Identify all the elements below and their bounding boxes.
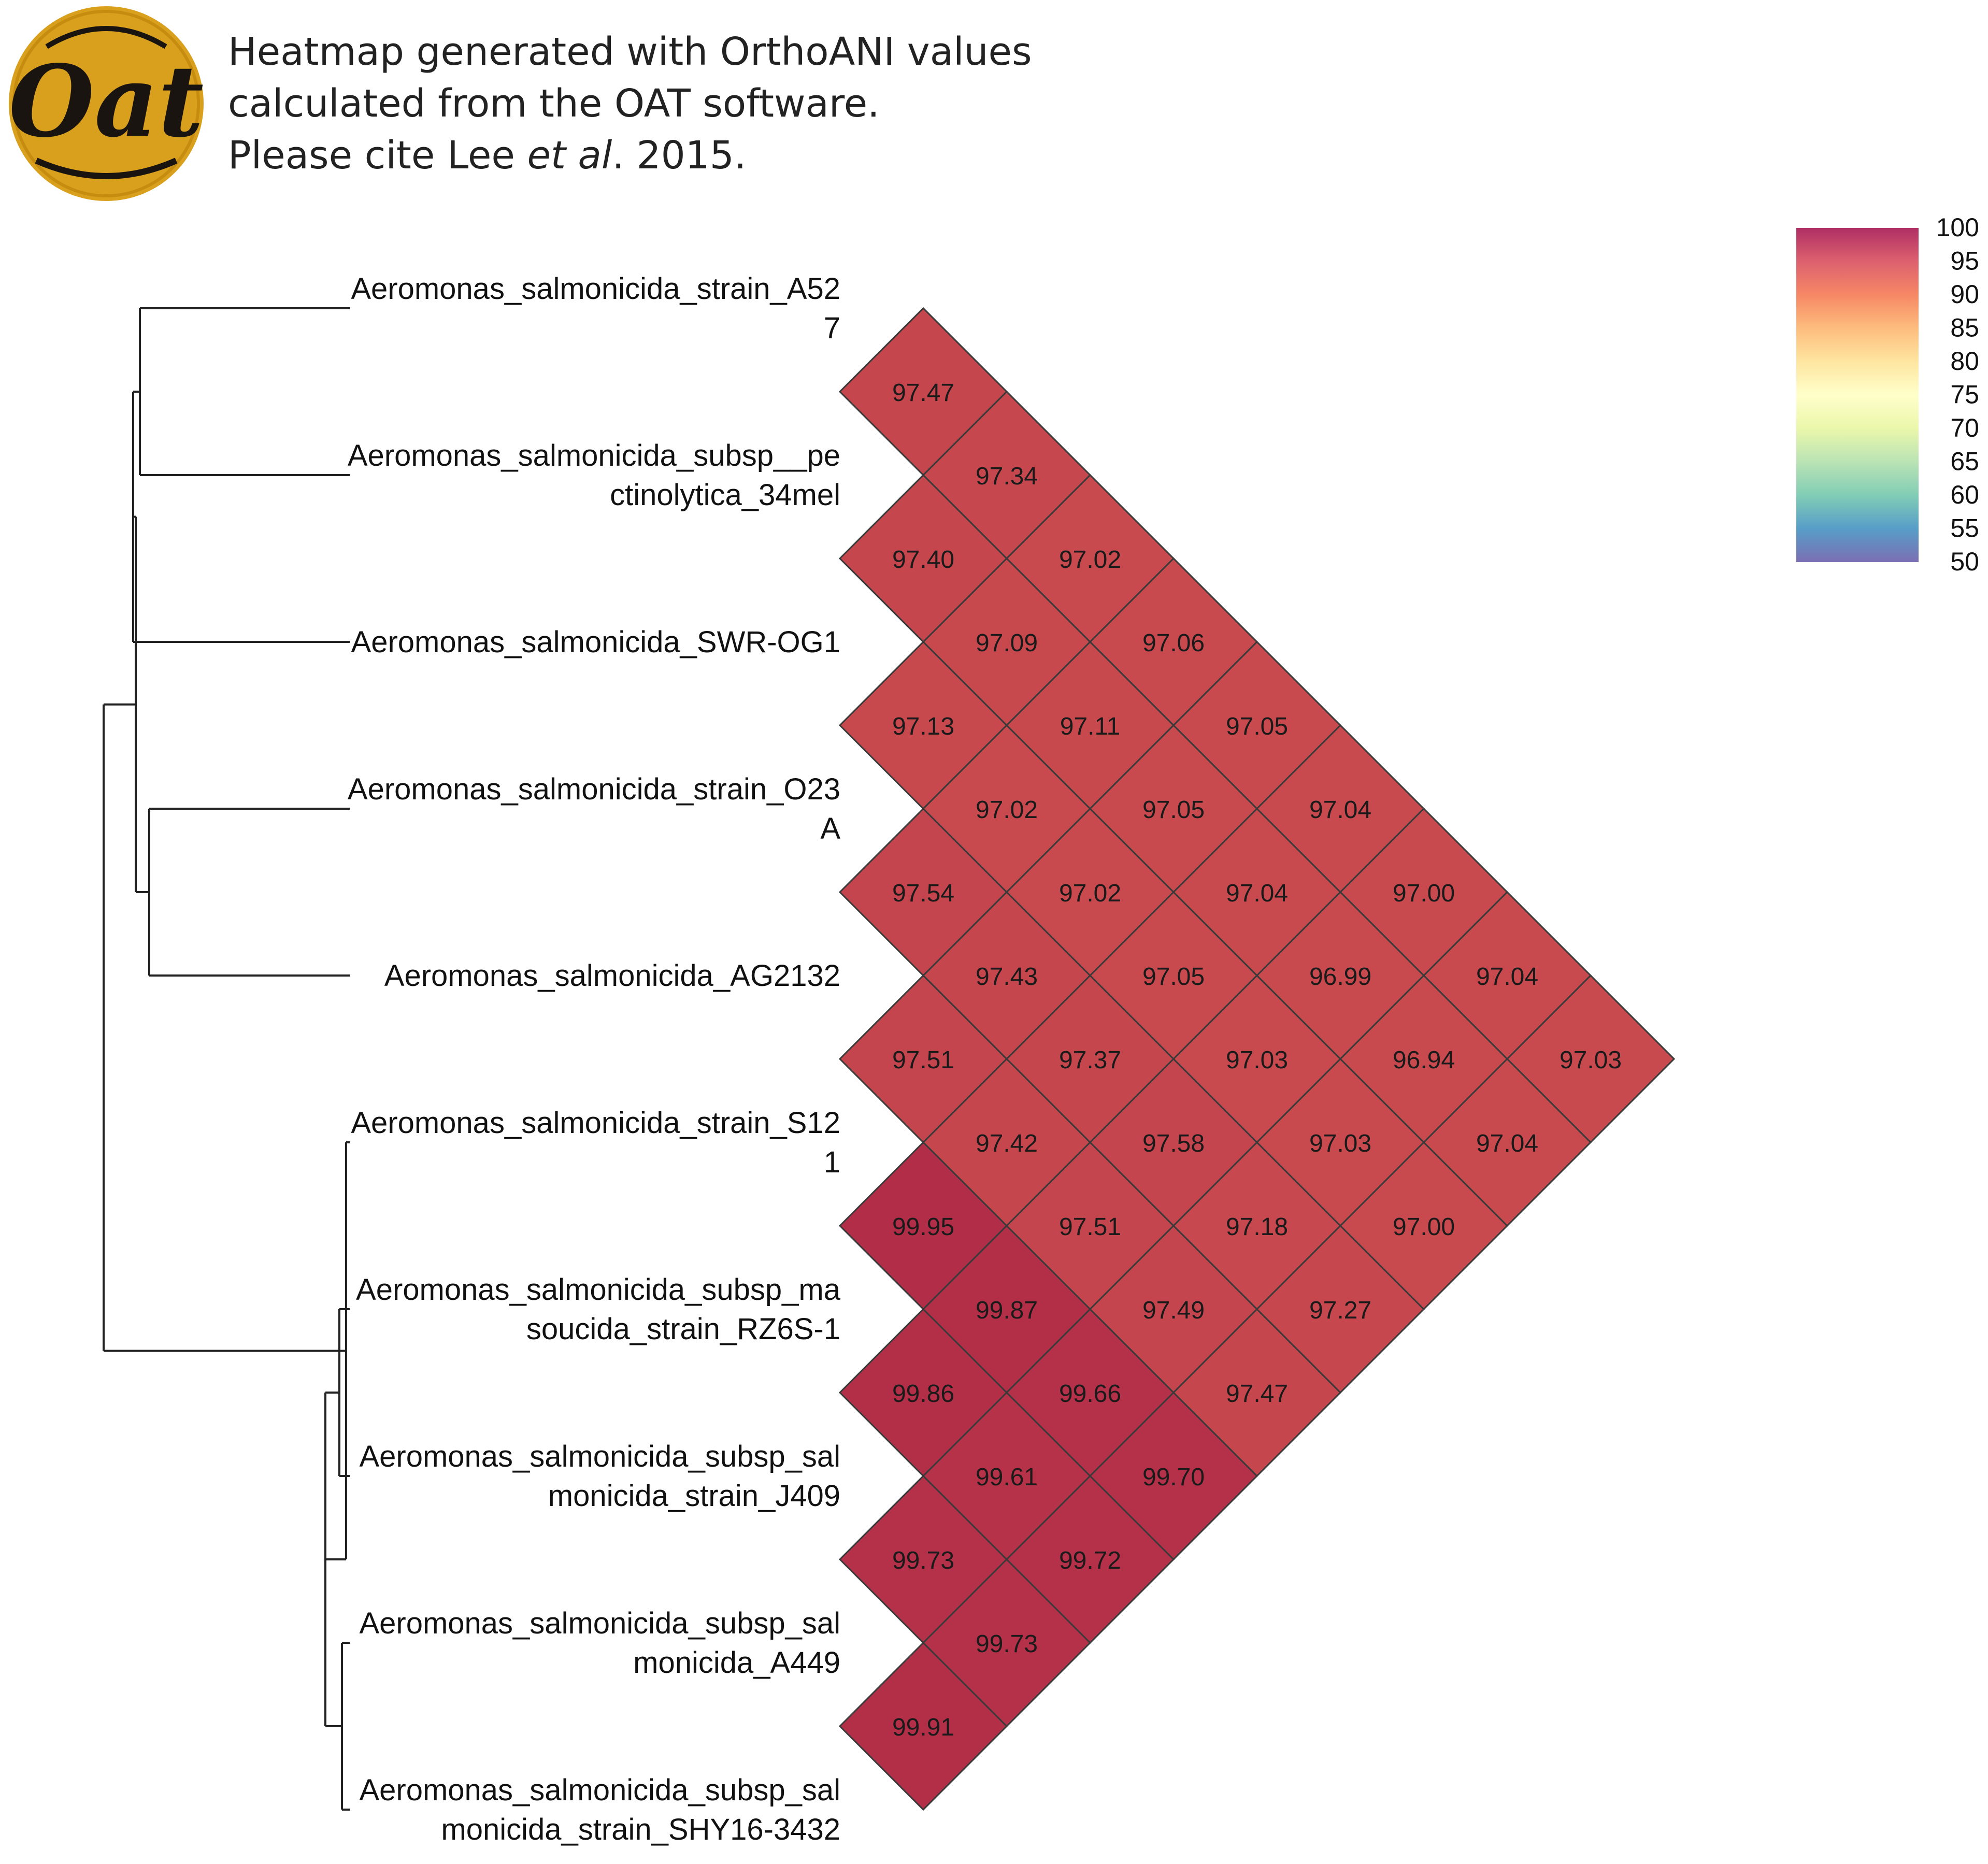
heatmap-cells: 97.47 97.40 97.13 97.54 97.51 99.95 99.86 99.73… [838,307,1676,1811]
legend-tick-label: 60 [1950,480,1979,509]
legend-tick-label: 75 [1950,380,1979,409]
color-legend: 100 95 90 85 80 75 70 65 60 55 50 [1796,213,1979,576]
row-label: Aeromonas_salmonicida_subsp_sal monicida_… [359,1773,840,1846]
cell-value-label: 97.02 [976,796,1038,824]
cell-value-label: 97.42 [976,1130,1038,1157]
cell-value-label: 97.49 [1142,1297,1205,1324]
cell-value-label: 97.54 [892,880,954,907]
legend-tick-label: 50 [1950,547,1979,576]
logo-text: Oat [9,44,204,159]
cell-value-label: 97.04 [1226,880,1288,907]
cell-value-label: 97.04 [1476,1130,1538,1157]
legend-colorbar [1796,228,1919,562]
cell-value-label: 97.58 [1142,1130,1205,1157]
cell-value-label: 99.73 [976,1630,1038,1658]
cell-value-label: 97.00 [1393,1213,1455,1241]
cell-value-label: 97.40 [892,546,954,573]
cell-value-label: 97.09 [976,629,1038,657]
dendrogram [103,307,350,1811]
cell-value-label: 97.37 [1059,1046,1121,1074]
row-labels: Aeromonas_salmonicida_strain_A52 7 Aeromon… [348,272,841,1846]
cell-value-label: 97.00 [1393,880,1455,907]
cell-value-label: 96.99 [1309,963,1371,991]
oat-logo: Oat [9,6,204,201]
cell-value-label: 97.51 [892,1046,954,1074]
cell-value-label: 97.04 [1476,963,1538,991]
cell-value-label: 97.03 [1226,1046,1288,1074]
cell-value-label: 97.05 [1142,963,1205,991]
legend-tick-label: 85 [1950,313,1979,342]
row-label: Aeromonas_salmonicida_subsp__pe ctinolyti… [348,439,840,512]
caption: Heatmap generated with OrthoANI values c… [228,26,1032,181]
row-label: Aeromonas_salmonicida_subsp_sal monicida_… [359,1607,840,1680]
legend-tick-label: 70 [1950,413,1979,442]
cell-value-label: 99.70 [1142,1464,1205,1491]
legend-tick-label: 80 [1950,347,1979,376]
legend-tick-label: 55 [1950,514,1979,543]
legend-tick-label: 95 [1950,247,1979,276]
cell-value-label: 97.02 [1059,880,1121,907]
caption-line-1: Heatmap generated with OrthoANI values [228,30,1032,74]
cell-value-label: 99.91 [892,1714,954,1741]
row-label: Aeromonas_salmonicida_subsp_sal monicida_… [359,1440,840,1513]
cell-value-label: 99.73 [892,1547,954,1574]
cell-value-label: 99.95 [892,1213,954,1241]
legend-tick-label: 100 [1936,213,1979,242]
logo-wheat-stem [35,157,178,179]
cell-value-label: 97.13 [892,713,954,740]
cell-value-label: 97.47 [1226,1380,1288,1408]
cell-value-label: 97.11 [1060,713,1121,740]
row-label: Aeromonas_salmonicida_strain_A52 7 [351,272,840,345]
legend-tick-label: 90 [1950,280,1979,309]
caption-line-3-italic: et al [527,133,612,178]
row-label: Aeromonas_salmonicida_AG2132 [384,959,840,993]
cell-value-label: 97.06 [1142,629,1205,657]
logo-badge [9,6,204,201]
cell-value-label: 97.02 [1059,546,1121,573]
cell-value-label: 97.47 [892,379,954,407]
heatmap-cell [1506,974,1676,1144]
caption-line-3: Please cite Lee et al. 2015. [228,130,1032,181]
cell-value-label: 97.51 [1059,1213,1121,1241]
cell-value-label: 97.05 [1226,713,1288,740]
cell-value-label: 99.86 [892,1380,954,1408]
cell-value-label: 97.34 [976,463,1038,490]
cell-value-label: 96.94 [1393,1046,1455,1074]
cell-value-label: 97.27 [1309,1297,1371,1324]
row-label: Aeromonas_salmonicida_SWR-OG1 [351,625,840,659]
caption-line-3-prefix: Please cite Lee [228,133,527,178]
row-label: Aeromonas_salmonicida_strain_S12 1 [351,1106,840,1179]
cell-value-label: 97.03 [1560,1046,1622,1074]
caption-line-2: calculated from the OAT software. [228,81,880,126]
cell-value-label: 97.05 [1142,796,1205,824]
cell-value-label: 97.04 [1309,796,1371,824]
legend-tick-label: 65 [1950,447,1979,476]
caption-line-3-suffix: . 2015. [612,133,747,178]
row-label: Aeromonas_salmonicida_subsp_ma soucida_st… [356,1273,841,1346]
cell-value-label: 97.43 [976,963,1038,991]
logo-wheat-arc [45,26,167,49]
cell-value-label: 99.66 [1059,1380,1121,1408]
cell-value-label: 97.03 [1309,1130,1371,1157]
row-label: Aeromonas_salmonicida_strain_O23 A [348,772,840,845]
cell-value-label: 99.72 [1059,1547,1121,1574]
cell-value-label: 99.61 [976,1464,1038,1491]
cell-value-label: 99.87 [976,1297,1038,1324]
cell-value-label: 97.18 [1226,1213,1288,1241]
